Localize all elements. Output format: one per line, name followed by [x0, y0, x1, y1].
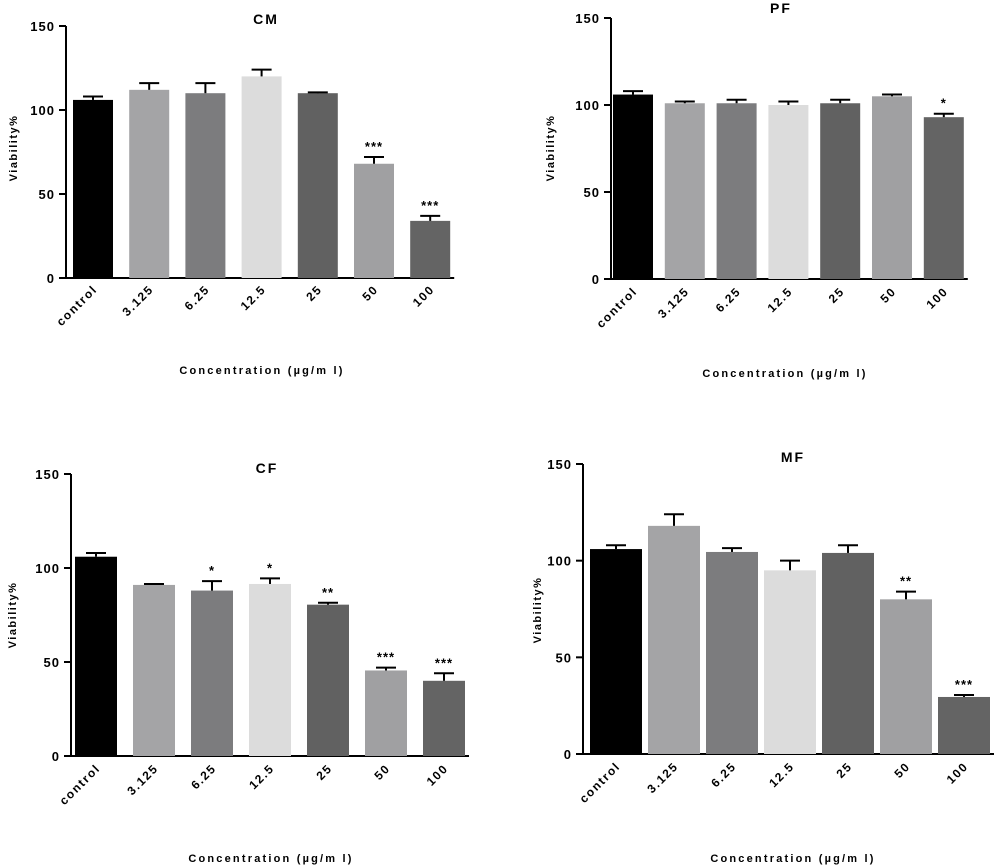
x-tick-label: 6.25: [182, 282, 213, 313]
bar-25: [307, 604, 349, 756]
significance-label: *: [267, 560, 273, 575]
x-axis-label: Concentration (µg/m l): [710, 853, 875, 865]
y-axis-label: Viability%: [8, 115, 20, 182]
chart-mf: MF 0 50 100 150 Viability% Concentration (µg/m…: [532, 449, 994, 865]
bar-control: [73, 99, 113, 278]
bar-25: [822, 552, 874, 754]
y-tick-label: 0: [564, 747, 572, 762]
x-axis-label: Concentration (µg/m l): [188, 853, 353, 865]
y-tick-label: 50: [584, 185, 600, 200]
bar-100: [923, 117, 964, 280]
y-tick-label: 50: [556, 650, 572, 665]
bar-100: [423, 680, 465, 756]
y-tick-label: 100: [547, 554, 572, 569]
y-tick-label: 100: [35, 561, 60, 576]
bar-25: [820, 103, 861, 279]
bar-12.5: [241, 76, 282, 279]
bar-50: [880, 599, 932, 754]
bar-100: [938, 696, 990, 754]
y-axis-label: Viability%: [545, 115, 557, 182]
x-tick-label: control: [54, 282, 101, 329]
x-tick-label: 100: [424, 761, 451, 788]
x-tick-label: 12.5: [238, 282, 269, 313]
chart-title: CF: [256, 460, 279, 476]
bar-50: [354, 163, 394, 278]
significance-label: ***: [955, 677, 973, 692]
x-tick-label: control: [594, 284, 641, 331]
y-axis-label: Viability%: [532, 577, 544, 644]
bar-control: [590, 549, 642, 754]
y-tick-label: 100: [575, 98, 600, 113]
chart-title: MF: [781, 449, 805, 465]
bar-50: [872, 96, 912, 279]
y-tick-label: 150: [547, 457, 572, 472]
y-tick-label: 50: [39, 187, 55, 202]
y-tick-label: 0: [52, 749, 60, 764]
x-tick-label: 50: [360, 282, 382, 304]
significance-label: *: [941, 96, 947, 111]
significance-label: *: [209, 563, 215, 578]
y-tick-label: 0: [592, 272, 600, 287]
x-tick-label: 25: [834, 759, 856, 781]
x-tick-label: 50: [878, 284, 900, 306]
x-tick-label: 6.25: [188, 761, 219, 792]
x-tick-label: 3.125: [644, 759, 681, 796]
y-tick-label: 0: [47, 271, 55, 286]
x-tick-label: 6.25: [713, 284, 744, 315]
bar-12.5: [768, 105, 809, 279]
x-tick-label: 12.5: [765, 284, 796, 315]
chart-pf: PF 0 50 100 150 Viability% Concentration (µg/m…: [545, 0, 968, 380]
x-tick-label: 3.125: [124, 761, 161, 798]
bar-6.25: [716, 103, 757, 279]
significance-label: ***: [421, 198, 439, 213]
bar-3.125: [648, 525, 700, 754]
bar-100: [410, 220, 451, 278]
y-tick-label: 100: [30, 103, 55, 118]
significance-label: ***: [435, 655, 453, 670]
bar-6.25: [191, 590, 233, 756]
x-tick-label: 25: [314, 761, 336, 783]
bar-6.25: [185, 93, 226, 278]
significance-label: **: [900, 574, 912, 589]
chart-cm: CM 0 50 100 150 Viability% Concentration (µg/m…: [8, 11, 455, 377]
bar-3.125: [129, 89, 170, 278]
bar-control: [75, 556, 117, 756]
chart-title: PF: [770, 0, 792, 16]
y-tick-label: 150: [30, 19, 55, 34]
x-tick-label: 3.125: [655, 284, 692, 321]
y-tick-label: 150: [575, 11, 600, 26]
x-axis-label: Concentration (µg/m l): [702, 368, 867, 380]
x-tick-label: 3.125: [120, 282, 157, 319]
x-tick-label: 100: [410, 282, 437, 309]
x-tick-label: control: [57, 761, 104, 808]
bar-6.25: [706, 551, 758, 754]
y-tick-label: 150: [35, 467, 60, 482]
x-tick-label: 25: [303, 282, 325, 304]
y-axis-label: Viability%: [7, 582, 19, 649]
x-tick-label: control: [577, 759, 624, 806]
bar-12.5: [249, 583, 291, 756]
y-tick-label: 50: [44, 655, 60, 670]
bar-3.125: [133, 584, 175, 756]
x-tick-label: 12.5: [766, 759, 797, 790]
chart-title: CM: [253, 11, 279, 27]
bar-50: [365, 670, 407, 756]
bar-12.5: [764, 570, 816, 754]
x-tick-label: 25: [826, 284, 848, 306]
chart-cf: CF 0 50 100 150 Viability% Concentration (µg/m…: [7, 460, 469, 865]
x-tick-label: 100: [923, 284, 950, 311]
bar-25: [297, 93, 338, 278]
x-tick-label: 50: [372, 761, 394, 783]
bar-3.125: [664, 103, 705, 279]
x-axis-label: Concentration (µg/m l): [179, 365, 344, 377]
bar-control: [613, 94, 653, 279]
significance-label: **: [322, 585, 334, 600]
x-tick-label: 50: [892, 759, 914, 781]
x-tick-label: 100: [944, 759, 971, 786]
significance-label: ***: [377, 650, 395, 665]
x-tick-label: 6.25: [708, 759, 739, 790]
significance-label: ***: [365, 139, 383, 154]
x-tick-label: 12.5: [246, 761, 277, 792]
